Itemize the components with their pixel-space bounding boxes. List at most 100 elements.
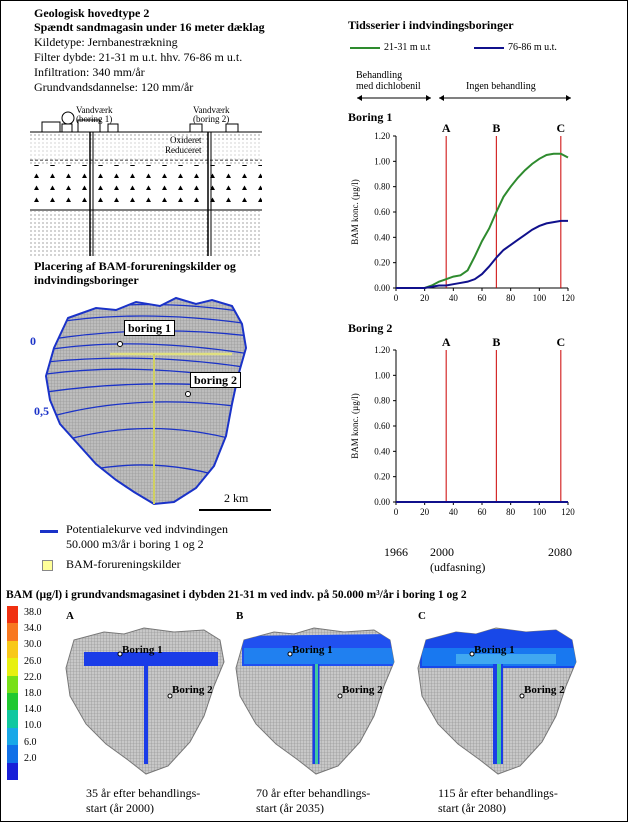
vandvaerk2-label: Vandværk (193, 105, 230, 115)
vandvaerk1-sublabel: (boring 1) (76, 114, 113, 124)
x-tick-label: 20 (420, 507, 430, 517)
colorbar (7, 606, 18, 780)
legend-curve-swatch (40, 530, 58, 533)
plume-boring1-point (287, 651, 293, 657)
y-tick-label: 0.60 (374, 207, 390, 217)
panel-letter: A (66, 610, 74, 622)
colorbar-label: 14.0 (24, 704, 42, 716)
reduceret-label: Reduceret (165, 145, 202, 155)
x-tick-label: 80 (506, 507, 516, 517)
timeline-note: (udfasning) (430, 560, 486, 574)
phase1-label-line2: med dichlobenil (356, 81, 421, 92)
infiltration: Infiltration: 340 mm/år (34, 65, 145, 79)
y-tick-label: 1.20 (374, 345, 390, 355)
panel-caption-line2: start (år 2000) (86, 801, 154, 815)
plume-vertical-core (315, 664, 318, 764)
plume-boring1-point (469, 651, 475, 657)
panel-caption-line1: 35 år efter behandlings- (86, 786, 201, 800)
x-tick-label: 20 (420, 293, 430, 303)
x-tick-label: 0 (394, 507, 399, 517)
y-tick-label: 1.00 (374, 156, 390, 166)
plume-boring1-point (117, 651, 123, 657)
legend-green-swatch (350, 47, 380, 49)
x-tick-label: 80 (506, 293, 516, 303)
plume-core-inner (456, 654, 556, 664)
cross-section-diagram (30, 111, 262, 256)
kildetype: Kildetype: Jernbanestrækning (34, 35, 178, 49)
chart-boring1: 0.00 0.20 0.40 0.60 0.80 1.00 1.20 0 20 40 60 80 100… (350, 121, 575, 303)
y-tick-label: 1.00 (374, 370, 390, 380)
panel-caption-line1: 70 år efter behandlings- (256, 786, 371, 800)
map-boring1-label: boring 1 (124, 320, 176, 336)
y-tick-label: 1.20 (374, 131, 390, 141)
y-tick-label: 0.60 (374, 421, 390, 431)
marker-label-a: A (442, 121, 451, 135)
x-tick-label: 120 (561, 507, 575, 517)
plume-vertical-core (497, 664, 501, 764)
x-tick-label: 100 (533, 507, 547, 517)
plume-vertical (144, 664, 148, 764)
x-tick-label: 60 (478, 507, 488, 517)
plume-map-b (235, 627, 395, 775)
catchment-map (44, 296, 248, 506)
oxideret-label: Oxideret (170, 135, 202, 145)
legend-source-swatch (42, 560, 53, 571)
y-tick-label: 0.20 (374, 472, 390, 482)
vandvaerk2-sublabel: (boring 2) (193, 114, 230, 124)
plume-boring2-label: Boring 2 (172, 684, 213, 696)
marker-label-c: C (556, 335, 565, 349)
panel-letter: C (418, 610, 426, 622)
colorbar-segment (7, 693, 18, 711)
y-tick-label: 0.40 (374, 446, 390, 456)
phase2-label: Ingen behandling (466, 81, 536, 92)
plume-core (244, 648, 394, 664)
colorbar-segment (7, 745, 18, 763)
x-tick-label: 60 (478, 293, 488, 303)
x-tick-label: 40 (449, 293, 459, 303)
colorbar-label: 34.0 (24, 623, 42, 635)
colorbar-label: 30.0 (24, 639, 42, 651)
y-tick-label: 0.80 (374, 182, 390, 192)
plume-horizontal (84, 652, 218, 666)
timeline-2000: 2000 (430, 545, 454, 559)
colorbar-label: 26.0 (24, 655, 42, 667)
plume-boring2-label: Boring 2 (524, 684, 565, 696)
plume-boring1-label: Boring 1 (474, 644, 515, 656)
colorbar-label: 38.0 (24, 607, 42, 618)
panel-caption-line2: start (år 2080) (438, 801, 506, 815)
legend-curve-line2: 50.000 m3/år i boring 1 og 2 (66, 537, 204, 551)
bottom-title: BAM (µg/l) i grundvandsmagasinet i dybde… (6, 589, 467, 601)
y-tick-label: 0.20 (374, 258, 390, 268)
colorbar-segment (7, 640, 18, 659)
y-tick-label: 0.40 (374, 232, 390, 242)
phase1-label-line1: Behandling (356, 70, 403, 81)
colorbar-segment (7, 675, 18, 693)
colorbar-segment (7, 658, 18, 676)
marker-label-b: B (492, 121, 500, 135)
y-tick-label: 0.00 (374, 497, 390, 507)
plume-map-a (65, 627, 225, 775)
series-line-blue (396, 219, 568, 289)
plume-boring1-label: Boring 1 (292, 644, 333, 656)
plume-boring1-label: Boring 1 (122, 644, 163, 656)
legend-blue-swatch (474, 47, 504, 49)
x-tick-label: 120 (561, 293, 575, 303)
y-axis-label: BAM konc. (µg/l) (350, 393, 360, 458)
x-tick-label: 0 (394, 293, 399, 303)
colorbar-segment (7, 623, 18, 641)
legend-blue-label: 76-86 m u.t. (508, 42, 557, 53)
timeline-2080: 2080 (548, 545, 572, 559)
chart-boring2: 0.00 0.20 0.40 0.60 0.80 1.00 1.20 0 20 40 60 80 100… (350, 335, 575, 517)
panel-letter: B (236, 610, 244, 622)
contour-label-05: 0,5 (34, 404, 49, 418)
grundvandsdannelse: Grundvandsdannelse: 120 mm/år (34, 80, 194, 94)
series-line-green (396, 152, 569, 289)
y-tick-label: 0.80 (374, 396, 390, 406)
colorbar-segment (7, 727, 18, 746)
marker-label-a: A (442, 335, 451, 349)
x-tick-label: 100 (533, 293, 547, 303)
filterdybde: Filter dybde: 21-31 m u.t. hhv. 76-86 m … (34, 50, 243, 64)
title-line1: Geologisk hovedtype 2 (34, 6, 150, 20)
chart1-title: Boring 1 (348, 110, 393, 124)
scale-label: 2 km (224, 491, 249, 505)
